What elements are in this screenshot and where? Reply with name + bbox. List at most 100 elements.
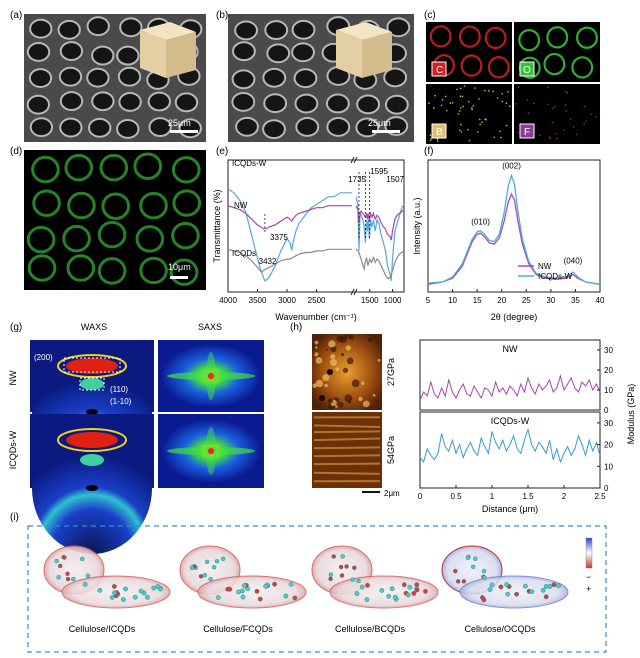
cell-lumen	[27, 254, 57, 282]
afm-texture	[346, 357, 354, 365]
eds-dot	[507, 91, 509, 93]
panel-label-d: (d)	[10, 146, 22, 157]
afm-map-bottom-label: 54GPa	[386, 436, 396, 464]
eds-dot	[433, 107, 435, 109]
eds-dot	[484, 89, 486, 92]
afm-ytick-label: 30	[604, 346, 613, 355]
eds-dot	[456, 88, 458, 91]
eds-dot	[460, 107, 462, 109]
eds-dot	[467, 100, 470, 103]
ftir-series-ICQDs	[227, 248, 352, 274]
eds-dot	[555, 133, 557, 135]
ftir-axis-break	[350, 156, 355, 164]
afm-modulus-chart: 0 10 20 30 0 10 20 30 0 0.5 1 1.5 2 2.5	[418, 339, 613, 501]
cell-lumen	[116, 119, 140, 139]
eds-dot	[517, 131, 519, 134]
eds-label-f: F	[524, 127, 530, 138]
eds-dot	[434, 94, 436, 97]
ftir-xtick-label: 3000	[278, 296, 296, 305]
eds-dot	[493, 136, 496, 139]
row-label-nw: NW	[8, 370, 18, 385]
eds-dot	[478, 98, 480, 100]
afm-texture	[317, 354, 320, 357]
eds-dot	[501, 100, 504, 103]
cell-lumen	[135, 225, 165, 253]
ftir-series-NW	[227, 205, 352, 230]
cell-lumen	[67, 191, 96, 220]
afm-xtick-label: 0	[418, 492, 423, 501]
eds-dot	[460, 87, 462, 90]
ftir-series-ICQDs-W	[355, 196, 405, 282]
afm-texture	[335, 405, 338, 408]
afm-xtick-label: 1.5	[522, 492, 534, 501]
afm-label-icqdsw: ICQDs-W	[491, 416, 530, 426]
afm-texture	[335, 367, 340, 371]
molecule-esp-Cellulose-FCQDs	[179, 545, 307, 609]
afm-texture	[344, 394, 353, 403]
cell-lumen	[29, 117, 54, 138]
afm-xlabel: Distance (μm)	[482, 504, 538, 514]
afm-texture	[330, 346, 337, 353]
ftir-series-label: ICQDs-W	[232, 159, 267, 168]
cell-lumen	[147, 91, 172, 112]
cell-lumen	[174, 92, 199, 113]
cell-lumen	[458, 25, 481, 48]
xrd-xtick-label: 20	[497, 296, 506, 305]
cell-lumen	[86, 67, 110, 88]
panel-label-b: (b)	[216, 10, 228, 21]
cell-lumen	[293, 68, 318, 89]
xrd-xtick-label: 35	[571, 296, 580, 305]
cell-lumen	[235, 116, 259, 137]
cell-lumen	[101, 192, 131, 220]
eds-dot	[472, 104, 475, 107]
eds-dot	[459, 110, 461, 112]
eds-label-c: C	[436, 65, 443, 76]
cell-lumen	[543, 52, 566, 76]
peak-label-1-10: (1-10)	[110, 397, 132, 406]
afm-texture	[351, 379, 360, 388]
cell-lumen	[266, 43, 291, 64]
cell-lumen	[31, 155, 60, 184]
cell-lumen	[62, 224, 91, 253]
eds-label-b: B	[436, 127, 443, 138]
cell-lumen	[326, 117, 351, 137]
afm-ytick-label: 0	[604, 406, 609, 415]
afm-xtick-label: 2	[562, 492, 567, 501]
cell-lumen	[148, 117, 172, 138]
eds-dot	[549, 137, 551, 140]
cell-lumen	[99, 153, 129, 182]
cell-lumen	[119, 17, 143, 38]
eds-dot	[487, 90, 490, 92]
cell-lumen	[32, 189, 61, 217]
xrd-ylabel: Intensity (a.u.)	[412, 197, 422, 254]
panel-label-h: (h)	[290, 322, 302, 333]
cell-lumen	[384, 94, 409, 115]
eds-dot	[459, 95, 462, 98]
afm-texture	[315, 357, 323, 364]
molecule-label: Cellulose/BCQDs	[335, 624, 406, 634]
cell-lumen	[429, 25, 452, 48]
eds-dot	[436, 138, 439, 141]
saxs-column-title: SAXS	[198, 322, 222, 332]
eds-dot	[505, 102, 508, 105]
eds-dot	[564, 104, 567, 106]
eds-dot	[463, 85, 466, 87]
afm-xtick-label: 2.5	[594, 492, 606, 501]
ftir-series-ICQDs-W	[227, 188, 352, 283]
cell-lumen	[325, 93, 350, 114]
molecule-esp-Cellulose-ICQDs	[43, 545, 171, 609]
eds-dot	[501, 92, 504, 95]
eds-dot	[569, 118, 572, 120]
cell-lumen	[518, 28, 541, 52]
eds-dot	[479, 123, 481, 126]
cell-lumen	[26, 225, 56, 254]
afm-texture	[313, 424, 381, 429]
afm-ytick-label: 20	[604, 441, 613, 450]
sem-image-b: 25μm	[228, 14, 414, 142]
cell-lumen	[171, 156, 201, 184]
afm-ytick-label: 10	[604, 462, 613, 471]
ftir-annotation: 1735	[348, 175, 366, 184]
molecule-label: Cellulose/OCQDs	[464, 624, 536, 634]
cell-lumen	[231, 92, 256, 112]
